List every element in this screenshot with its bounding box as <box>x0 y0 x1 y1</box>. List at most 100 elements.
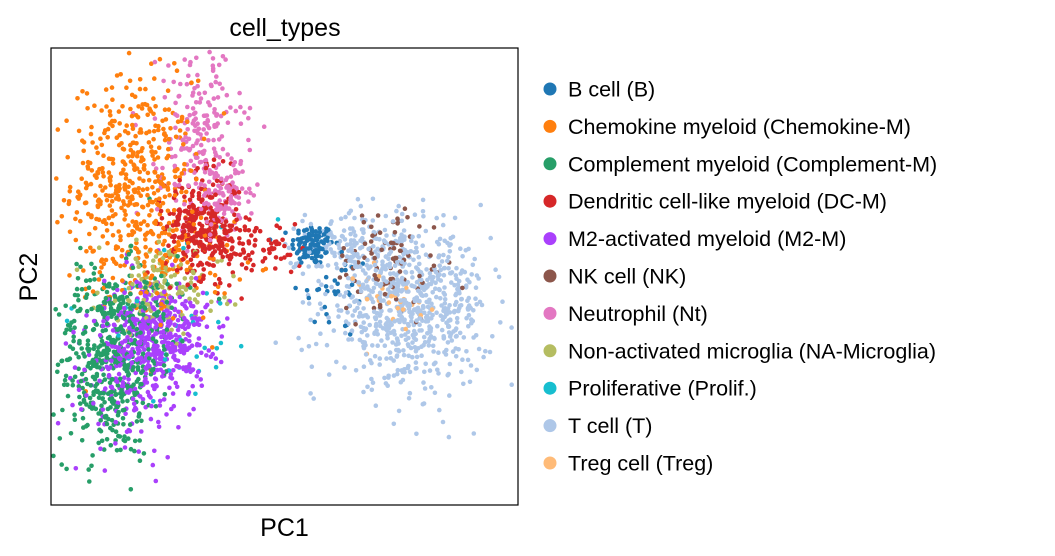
data-point <box>94 145 99 150</box>
data-point <box>187 338 192 344</box>
data-point <box>153 179 158 184</box>
data-point <box>427 271 433 276</box>
data-point <box>288 260 294 266</box>
data-point <box>114 315 119 321</box>
data-point <box>195 292 201 298</box>
data-point <box>115 327 121 333</box>
data-point <box>465 277 470 283</box>
data-point <box>85 106 90 111</box>
data-point <box>388 284 393 289</box>
data-point <box>113 352 119 357</box>
data-point <box>358 203 364 209</box>
data-point <box>189 80 194 85</box>
data-point <box>119 141 124 146</box>
data-point <box>405 342 411 347</box>
data-point <box>123 212 128 217</box>
data-point <box>155 155 161 160</box>
data-point <box>369 376 374 382</box>
data-point <box>68 431 74 436</box>
data-point <box>122 187 128 192</box>
data-point <box>163 260 168 266</box>
data-point <box>102 278 107 284</box>
data-point <box>175 317 181 323</box>
legend-label: Non-activated microglia (NA-Microglia) <box>568 339 936 363</box>
data-point <box>312 319 318 325</box>
data-point <box>365 384 370 390</box>
data-point <box>420 401 426 407</box>
data-point <box>79 438 85 443</box>
data-point <box>125 335 130 340</box>
data-point <box>343 330 348 336</box>
data-point <box>107 203 113 208</box>
data-point <box>396 203 402 209</box>
data-point <box>214 113 219 118</box>
data-point <box>103 413 109 419</box>
data-point <box>189 368 195 373</box>
data-point <box>70 346 76 352</box>
data-point <box>440 419 446 425</box>
data-point <box>223 177 229 183</box>
legend: B cell (B)Chemokine myeloid (Chemokine-M… <box>543 78 937 476</box>
data-point <box>388 249 394 254</box>
data-point <box>104 437 110 442</box>
data-point <box>358 324 364 330</box>
data-point <box>162 333 167 338</box>
data-point <box>164 343 170 349</box>
data-point <box>194 354 199 359</box>
data-point <box>498 320 503 325</box>
data-point <box>266 237 272 243</box>
data-point <box>441 252 446 258</box>
data-point <box>454 265 459 271</box>
data-point <box>97 391 103 396</box>
data-point <box>369 224 374 230</box>
data-point <box>407 390 413 396</box>
data-point <box>237 240 242 246</box>
data-point <box>149 273 155 279</box>
data-point <box>426 339 432 344</box>
data-point <box>74 286 80 292</box>
data-point <box>453 346 459 351</box>
data-point <box>371 285 377 291</box>
data-point <box>367 322 373 328</box>
data-point <box>397 319 402 325</box>
data-point <box>412 284 417 289</box>
data-point <box>88 131 94 137</box>
data-point <box>212 272 218 278</box>
data-point <box>447 303 452 308</box>
data-point <box>324 250 329 255</box>
data-point <box>198 142 204 148</box>
data-point <box>83 200 89 205</box>
data-point <box>152 59 158 65</box>
data-point <box>173 174 178 180</box>
data-point <box>216 296 222 302</box>
data-point <box>176 309 181 315</box>
data-point <box>213 231 218 237</box>
data-point <box>211 146 217 151</box>
data-point <box>233 108 239 114</box>
data-point <box>219 258 224 263</box>
data-point <box>142 259 147 265</box>
data-point <box>324 312 329 317</box>
data-point <box>232 212 237 218</box>
data-point <box>209 299 214 305</box>
data-point <box>306 295 312 301</box>
data-point <box>205 123 210 128</box>
data-point <box>339 268 345 273</box>
data-point <box>215 95 221 100</box>
y-axis-label: PC2 <box>15 253 43 302</box>
data-point <box>490 334 495 339</box>
data-point <box>191 222 197 227</box>
data-point <box>384 321 389 326</box>
data-point <box>221 111 227 116</box>
data-point <box>363 271 368 276</box>
data-point <box>113 392 118 398</box>
data-point <box>260 268 266 273</box>
data-point <box>500 299 505 305</box>
data-point <box>297 241 303 246</box>
data-point <box>231 162 236 168</box>
data-point <box>174 68 180 73</box>
data-point <box>124 85 129 90</box>
data-point <box>113 190 118 196</box>
data-point <box>144 380 150 385</box>
